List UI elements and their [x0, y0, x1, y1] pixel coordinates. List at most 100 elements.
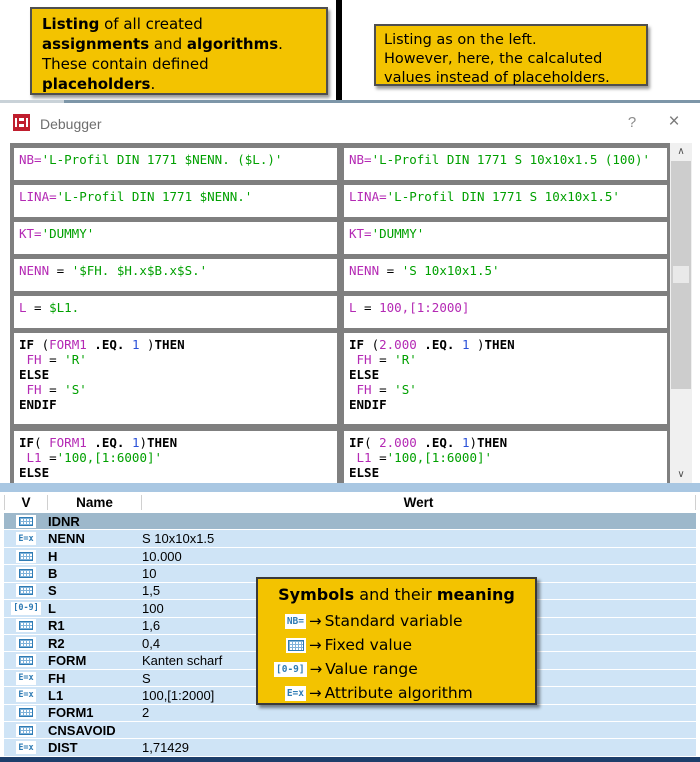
- value-cell: S 10x10x1.5: [142, 531, 215, 547]
- value-range-icon: [0-9]: [11, 601, 41, 615]
- text-segment: Symbols: [278, 585, 355, 604]
- type-cell: [0-9]: [4, 601, 48, 615]
- scrollbar[interactable]: ∧ ∨: [670, 143, 692, 483]
- code-cell[interactable]: IF( FORM1 .EQ. 1)THEN L1 ='100,[1:6000]'…: [14, 431, 337, 483]
- code-line: FH = 'R': [26, 352, 87, 367]
- name-cell: L1: [48, 687, 64, 703]
- code-cell[interactable]: IF (2.000 .EQ. 1 )THEN FH = 'R' ELSE FH =…: [344, 333, 667, 424]
- value-cell: 10.000: [142, 548, 182, 564]
- listing-panel: NB='L-Profil DIN 1771 $NENN. ($L.)' LINA=…: [10, 143, 692, 483]
- scroll-up-icon[interactable]: ∧: [677, 146, 685, 157]
- type-cell: E=x: [4, 688, 48, 702]
- fixed-value-icon: [16, 619, 36, 633]
- value-cell: 100,[1:2000]: [142, 687, 215, 703]
- table-row[interactable]: FORM1 2: [4, 704, 696, 723]
- code-cell[interactable]: LINA='L-Profil DIN 1771 S 10x10x1.5': [344, 185, 667, 217]
- code-line: L = $L1.: [19, 300, 80, 315]
- arrow-icon: →: [309, 636, 322, 654]
- debugger-app-icon: [13, 114, 30, 131]
- code-line: IF (FORM1 .EQ. 1 )THEN: [19, 337, 185, 352]
- callout-line: Listing of all created: [42, 14, 316, 34]
- code-line: NB='L-Profil DIN 1771 $NENN. ($L.)': [19, 152, 283, 167]
- name-cell: IDNR: [48, 513, 80, 529]
- code-cell[interactable]: LINA='L-Profil DIN 1771 $NENN.': [14, 185, 337, 217]
- code-line: L1 ='100,[1:6000]': [356, 450, 493, 465]
- type-cell: [4, 706, 48, 720]
- fixed-value-icon: [16, 514, 36, 528]
- grid-glyph: [19, 621, 33, 631]
- value-cell: 1,5: [142, 583, 161, 599]
- scrollbar-thumb[interactable]: [671, 161, 691, 389]
- arrow-icon: →: [309, 684, 322, 702]
- code-cell[interactable]: NENN = 'S 10x10x1.5': [344, 259, 667, 291]
- type-cell: E=x: [4, 532, 48, 546]
- close-button[interactable]: ×: [668, 111, 680, 132]
- table-row[interactable]: CNSAVOID: [4, 722, 696, 740]
- code-cell[interactable]: KT='DUMMY': [344, 222, 667, 254]
- name-cell: L: [48, 600, 56, 616]
- code-cell[interactable]: NB='L-Profil DIN 1771 S 10x10x1.5 (100)': [344, 148, 667, 180]
- code-line: KT='DUMMY': [19, 226, 95, 241]
- code-line: L = 100,[1:2000]: [349, 300, 470, 315]
- type-cell: E=x: [4, 741, 48, 755]
- legend-item: → Fixed value: [274, 633, 535, 657]
- callout-line: Listing as on the left.: [384, 32, 537, 48]
- code-cell[interactable]: L = 100,[1:2000]: [344, 296, 667, 328]
- code-cell[interactable]: NB='L-Profil DIN 1771 $NENN. ($L.)': [14, 148, 337, 180]
- code-line: NB='L-Profil DIN 1771 S 10x10x1.5 (100)': [349, 152, 651, 167]
- table-row[interactable]: H 10.000: [4, 547, 696, 566]
- code-cell[interactable]: IF (FORM1 .EQ. 1 )THEN FH = 'R' ELSE FH =…: [14, 333, 337, 424]
- name-cell: DIST: [48, 740, 78, 756]
- type-cell: [4, 723, 48, 737]
- attribute-algorithm-icon: E=x: [16, 688, 36, 702]
- value-cell: 1,6: [142, 618, 161, 634]
- code-line: LINA='L-Profil DIN 1771 $NENN.': [19, 189, 253, 204]
- legend-items: NB= → Standard variable → Fixed value [0-9] → V…: [274, 609, 535, 705]
- window-top-edge: [0, 100, 700, 103]
- callout-line: However, here, the calcaluted: [384, 51, 603, 67]
- text-segment: assignments: [42, 35, 150, 53]
- grid-glyph: [19, 551, 33, 561]
- value-cell: Kanten scharf: [142, 653, 223, 669]
- text-segment: .: [150, 75, 156, 93]
- code-line: IF( 2.000 .EQ. 1)THEN: [349, 435, 508, 450]
- fixed-value-icon: [16, 636, 36, 650]
- code-cell[interactable]: KT='DUMMY': [14, 222, 337, 254]
- header-name[interactable]: Name: [48, 495, 142, 510]
- legend-icon-slot: NB=: [274, 613, 308, 629]
- table-row[interactable]: E=x DIST 1,71429: [4, 739, 696, 757]
- name-cell: R1: [48, 618, 65, 634]
- value-cell: 100: [142, 600, 164, 616]
- grid-glyph: [288, 639, 304, 651]
- attribute-algorithm-icon: E=x: [16, 671, 36, 685]
- name-cell: FORM1: [48, 705, 94, 721]
- help-button[interactable]: ?: [627, 114, 637, 131]
- table-row[interactable]: E=x NENN S 10x10x1.5: [4, 530, 696, 548]
- value-cell: S: [142, 670, 151, 686]
- name-cell: CNSAVOID: [48, 722, 116, 738]
- text-segment: and: [149, 35, 187, 53]
- table-row[interactable]: IDNR: [4, 513, 696, 531]
- window-bottom-edge: [0, 757, 700, 762]
- legend-item: E=x → Attribute algorithm: [274, 681, 535, 705]
- window-top-edge-highlight: [0, 100, 64, 103]
- name-cell: B: [48, 565, 58, 581]
- grid-glyph: [19, 516, 33, 526]
- code-cell[interactable]: L = $L1.: [14, 296, 337, 328]
- standard-variable-icon: NB=: [284, 613, 306, 629]
- header-v[interactable]: V: [4, 495, 48, 510]
- value-cell: 1,71429: [142, 740, 189, 756]
- text-segment: These contain defined: [42, 55, 209, 73]
- code-line: KT='DUMMY': [349, 226, 425, 241]
- code-cell[interactable]: IF( 2.000 .EQ. 1)THEN L1 ='100,[1:6000]'…: [344, 431, 667, 483]
- header-wert[interactable]: Wert: [142, 495, 696, 510]
- name-cell: FH: [48, 670, 66, 686]
- fixed-value-icon: [16, 584, 36, 598]
- type-cell: [4, 514, 48, 528]
- code-cell[interactable]: NENN = '$FH. $H.x$B.x$S.': [14, 259, 337, 291]
- name-cell: FORM: [48, 653, 87, 669]
- scroll-down-icon[interactable]: ∨: [677, 469, 685, 480]
- listing-column-placeholders: NB='L-Profil DIN 1771 $NENN. ($L.)' LINA=…: [14, 143, 337, 483]
- value-cell: 2: [142, 705, 150, 721]
- type-cell: [4, 549, 48, 563]
